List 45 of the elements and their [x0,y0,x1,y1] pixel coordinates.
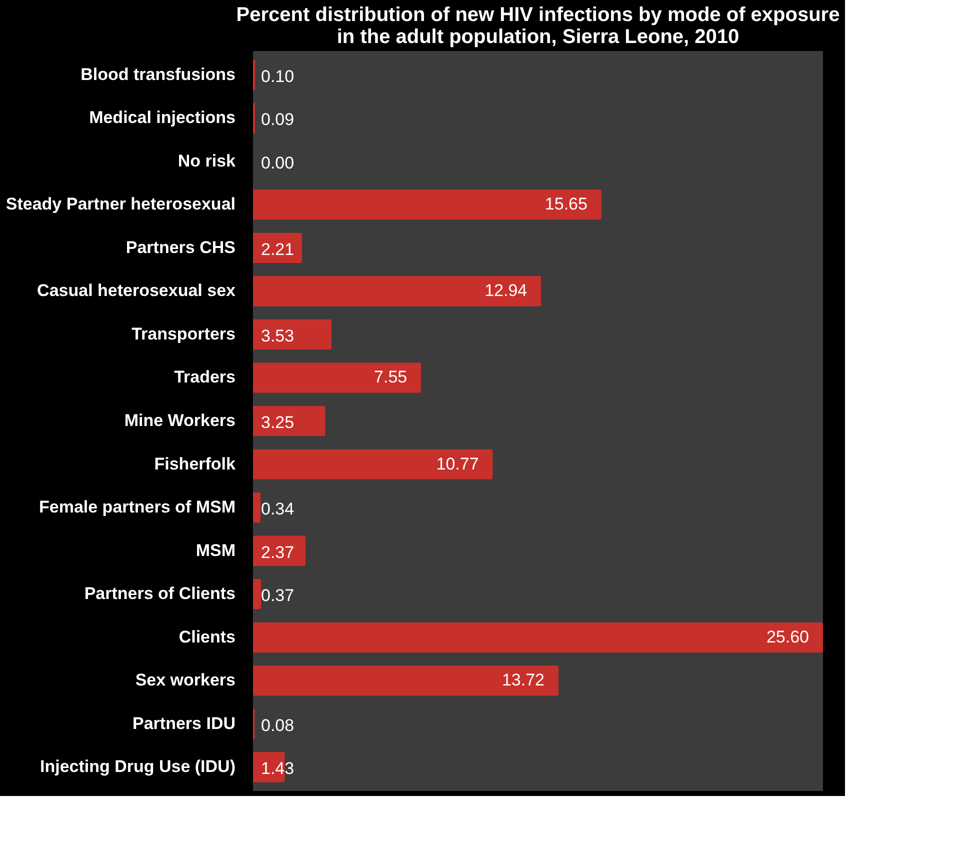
data-label: 2.21 [261,240,294,259]
bar [253,622,823,653]
data-label: 12.94 [484,281,528,300]
chart-title: Percent distribution of new HIV infections by mode of exposure in the adult population, Sierra Leone, 2010 [236,4,840,48]
data-label: 0.09 [261,110,294,130]
y-tick-label: Mine Workers [124,411,236,430]
data-label: 15.65 [544,194,588,214]
y-tick-label: Partners of Clients [84,584,236,604]
data-label: 0.00 [261,153,294,172]
bar [253,578,262,610]
data-label: 25.60 [766,627,809,646]
bar [253,536,306,566]
y-tick-label: Partners IDU [132,714,236,733]
data-label: 2.37 [261,542,294,562]
bar [253,449,493,480]
data-label: 3.53 [261,326,294,346]
data-label: 0.10 [261,66,294,86]
y-tick-label: Steady Partner heterosexual [6,194,236,214]
data-label: 13.72 [502,670,544,690]
bar [253,319,332,350]
data-label: 10.77 [436,454,479,474]
bar [253,189,602,220]
bar [253,276,542,306]
data-label: 0.34 [261,500,294,519]
bar [253,406,326,436]
data-label: 0.37 [261,586,294,606]
bar [253,362,422,393]
bar [253,492,261,523]
y-tick-label: Medical injections [89,108,236,128]
y-tick-label: MSM [196,540,236,560]
y-tick-label: Partners CHS [126,238,236,257]
y-tick-label: Injecting Drug Use (IDU) [40,757,236,776]
y-tick-label: Casual heterosexual sex [37,281,236,300]
data-label: 3.25 [261,413,294,432]
y-tick-label: Traders [174,368,236,387]
bar [253,666,558,696]
y-tick-label: Clients [178,627,236,646]
data-label: 7.55 [374,368,408,387]
y-tick-label: Fisherfolk [154,454,236,474]
y-tick-label: Sex workers [135,670,236,690]
y-tick-label: No risk [178,151,236,170]
data-label: 0.08 [261,716,294,735]
y-tick-label: Female partners of MSM [39,498,236,517]
y-tick-label: Blood transfusions [80,64,236,84]
y-tick-label: Transporters [132,324,236,344]
